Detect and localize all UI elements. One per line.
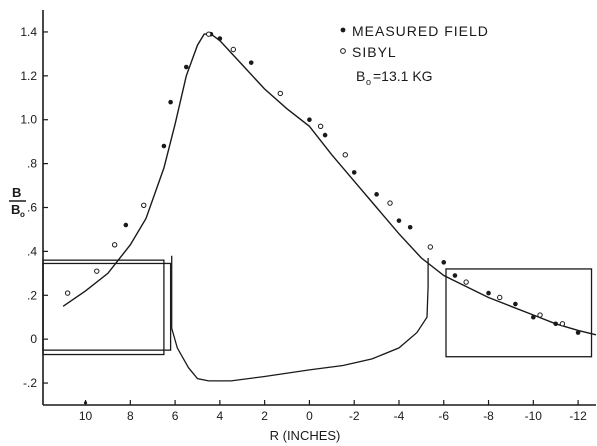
y-tick-label: .2 bbox=[27, 288, 37, 302]
sibyl-point bbox=[387, 200, 393, 206]
y-axis-label: B B o bbox=[9, 185, 26, 219]
coil-rectangle-3 bbox=[445, 268, 593, 358]
x-tick-label: -4 bbox=[394, 409, 405, 423]
measured-point bbox=[168, 99, 173, 105]
measured-point bbox=[553, 321, 559, 327]
x-tick-label: 2 bbox=[261, 409, 268, 423]
coil-rectangle-1 bbox=[42, 262, 172, 351]
sibyl-point bbox=[427, 244, 434, 250]
measured-point bbox=[374, 192, 379, 197]
sibyl-point bbox=[497, 294, 503, 301]
iron-shapes bbox=[42, 255, 593, 405]
sibyl-point bbox=[342, 152, 348, 158]
annotation-sub: o bbox=[366, 77, 371, 87]
y-axis-label-denominator: B bbox=[11, 202, 20, 217]
legend-measured-marker bbox=[340, 27, 346, 33]
measured-point bbox=[322, 132, 328, 138]
sibyl-points bbox=[64, 31, 566, 327]
pole-profile-line bbox=[171, 255, 429, 382]
y-tick-label: .8 bbox=[27, 157, 37, 171]
measured-point bbox=[351, 170, 357, 175]
annotation-rest: =13.1 KG bbox=[373, 68, 433, 84]
measured-points bbox=[123, 31, 581, 335]
measured-point bbox=[307, 117, 312, 123]
measured-point bbox=[513, 301, 518, 307]
annotation-main: B bbox=[356, 68, 365, 84]
x-tick-label: 6 bbox=[172, 409, 179, 423]
sibyl-point bbox=[64, 290, 71, 296]
y-axis-label-numerator: B bbox=[12, 185, 21, 200]
measured-point bbox=[248, 60, 254, 65]
x-tick-label: -6 bbox=[438, 409, 449, 423]
x-tick-label: 10 bbox=[79, 409, 93, 423]
sibyl-point bbox=[111, 242, 118, 248]
measured-point bbox=[123, 222, 129, 228]
measured-point bbox=[575, 330, 581, 335]
measured-point bbox=[183, 64, 189, 70]
x-ticks: 10 8 6 4 2 0 -2 -4 -6 -8 -10 -12 bbox=[79, 400, 587, 423]
legend-sibyl-label: SIBYL bbox=[352, 44, 397, 60]
y-tick-label: 1.2 bbox=[20, 69, 37, 83]
measured-point bbox=[217, 36, 223, 41]
y-tick-label: 0 bbox=[30, 332, 37, 346]
field-annotation: B o =13.1 KG bbox=[356, 68, 433, 87]
field-curve bbox=[62, 33, 597, 336]
axes bbox=[42, 10, 596, 406]
y-tick-label: 1.4 bbox=[20, 25, 37, 39]
y-tick-label: .4 bbox=[27, 244, 37, 258]
measured-point bbox=[161, 143, 167, 149]
measured-point bbox=[441, 260, 447, 265]
sibyl-point bbox=[317, 123, 324, 130]
measured-point bbox=[531, 314, 536, 320]
y-tick-label: .6 bbox=[27, 201, 37, 215]
legend-sibyl-marker bbox=[340, 48, 346, 54]
y-tick-label: 1.0 bbox=[20, 113, 37, 127]
measured-point bbox=[396, 218, 402, 223]
x-tick-label: 4 bbox=[217, 409, 224, 423]
stray-mark bbox=[83, 401, 88, 405]
measured-point bbox=[486, 290, 491, 296]
sibyl-point bbox=[559, 321, 566, 327]
x-axis-label: R (INCHES) bbox=[270, 428, 341, 443]
measured-point bbox=[407, 224, 413, 230]
sibyl-point bbox=[94, 268, 100, 274]
x-tick-label: 0 bbox=[306, 409, 313, 423]
sibyl-point bbox=[277, 90, 284, 97]
sibyl-point bbox=[537, 312, 543, 318]
x-tick-label: 8 bbox=[127, 409, 134, 423]
y-ticks: 1.4 1.2 1.0 .8 .6 .4 .2 0 -.2 bbox=[20, 25, 48, 390]
legend-measured-label: MEASURED FIELD bbox=[352, 23, 489, 39]
sibyl-point bbox=[230, 46, 237, 53]
legend: MEASURED FIELD SIBYL bbox=[340, 23, 489, 60]
x-tick-label: -12 bbox=[569, 409, 587, 423]
x-tick-label: -2 bbox=[349, 409, 360, 423]
sibyl-point bbox=[205, 31, 212, 37]
coil-rectangle-2 bbox=[42, 259, 165, 356]
sibyl-point bbox=[141, 202, 147, 209]
field-curve-line bbox=[62, 33, 597, 336]
x-tick-label: -10 bbox=[525, 409, 543, 423]
y-axis-label-denominator-sub: o bbox=[20, 210, 25, 219]
x-tick-label: -8 bbox=[483, 409, 494, 423]
measured-point bbox=[452, 273, 458, 278]
y-tick-label: -.2 bbox=[23, 376, 37, 390]
sibyl-point bbox=[463, 279, 469, 285]
